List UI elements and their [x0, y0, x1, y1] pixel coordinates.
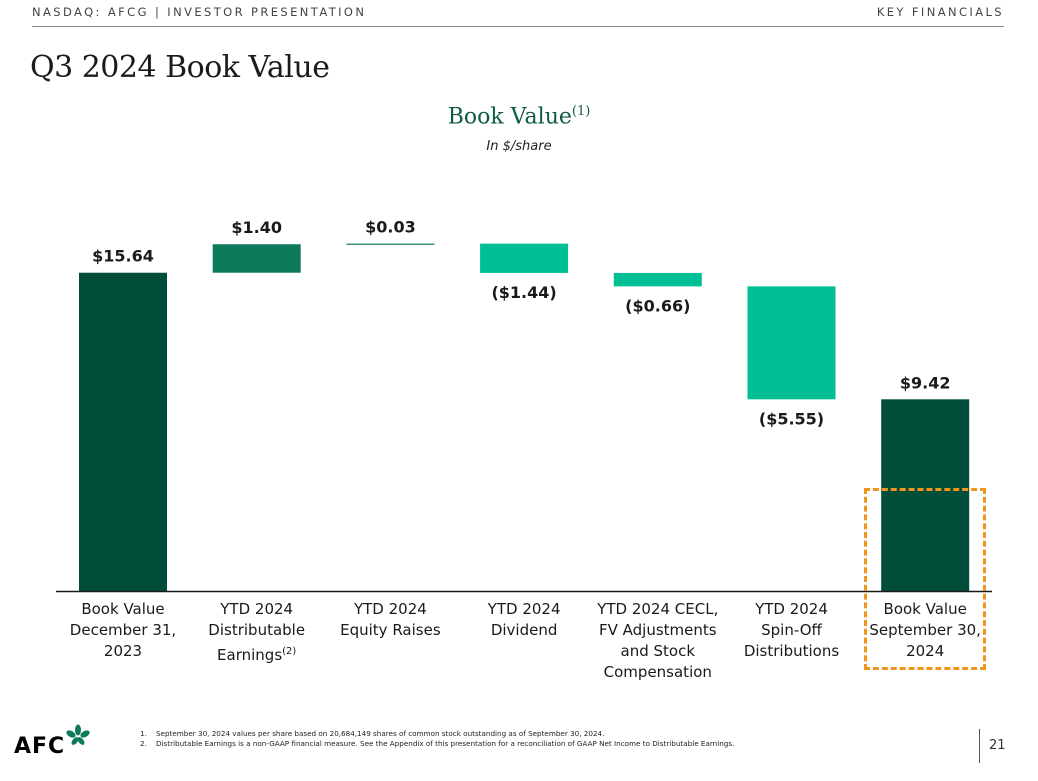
category-label-line: Distributable	[208, 621, 306, 639]
footnotes: 1. September 30, 2024 values per share ba…	[140, 729, 734, 749]
category-label-line: Equity Raises	[340, 621, 441, 639]
category-label-line: Book Value	[81, 600, 165, 618]
footnote-2: 2. Distributable Earnings is a non-GAAP f…	[140, 739, 734, 749]
chart-subtitle: In $/share	[486, 139, 552, 154]
category-label-3: YTD 2024 Dividend	[454, 599, 594, 641]
category-label-line: Distributions	[743, 642, 840, 660]
bar-1	[212, 244, 301, 273]
data-label-3: ($1.44)	[491, 283, 556, 302]
leaf-icon	[66, 724, 90, 745]
category-label-line: YTD 2024	[353, 600, 427, 618]
bar-4	[613, 272, 702, 287]
category-label-line: 2023	[103, 642, 143, 660]
page-title: Q3 2024 Book Value	[30, 50, 330, 85]
footnote-1: 1. September 30, 2024 values per share ba…	[140, 729, 734, 739]
footnote-number: 2.	[140, 739, 147, 748]
category-label-line: FV Adjustments	[599, 621, 717, 639]
footnote-text: September 30, 2024 values per share base…	[156, 729, 605, 738]
category-label-line: and Stock	[620, 642, 696, 660]
data-label-0: $15.64	[92, 247, 154, 266]
chart-title-superscript: (1)	[571, 104, 591, 119]
highlight-box	[864, 488, 986, 670]
data-label-5: ($5.55)	[759, 409, 824, 428]
category-label-0: Book Value December 31, 2023	[53, 599, 193, 662]
category-label-line: Compensation	[603, 663, 712, 681]
header-right: KEY FINANCIALS	[876, 5, 1004, 19]
chart-title-text: Book Value	[447, 104, 572, 130]
category-label-line: Dividend	[490, 621, 558, 639]
data-label-2: $0.03	[365, 218, 416, 237]
data-label-1: $1.40	[231, 218, 282, 237]
category-label-6: Book Value September 30, 2024	[855, 599, 995, 662]
category-label-line: YTD 2024 CECL,	[597, 600, 719, 618]
data-label-6: $9.42	[900, 373, 951, 392]
bar-0	[79, 272, 167, 591]
category-label-line: YTD 2024	[487, 600, 561, 618]
category-label-1: YTD 2024 Distributable Earnings(2)	[187, 599, 327, 666]
footnote-number: 1.	[140, 729, 147, 738]
category-label-5: YTD 2024 Spin-Off Distributions	[722, 599, 862, 662]
header-left: NASDAQ: AFCG | INVESTOR PRESENTATION	[32, 5, 367, 19]
bar-5	[747, 286, 836, 400]
category-label-line: Earnings	[217, 646, 283, 664]
page-number: 21	[989, 738, 1006, 753]
category-label-line: 2024	[906, 642, 945, 660]
footnote-text: Distributable Earnings is a non-GAAP fin…	[156, 739, 735, 748]
afc-logo: AFC	[14, 734, 66, 759]
page-number-divider	[979, 729, 980, 763]
category-label-line: Spin-Off	[761, 621, 822, 639]
data-label-4: ($0.66)	[625, 296, 690, 315]
category-label-2: YTD 2024 Equity Raises	[320, 599, 460, 641]
category-label-line: YTD 2024	[220, 600, 294, 618]
category-label-line: YTD 2024	[755, 600, 828, 618]
category-label-4: YTD 2024 CECL, FV Adjustments and Stock Com…	[588, 599, 728, 683]
bar-3	[480, 243, 569, 273]
bar-2	[346, 243, 435, 245]
category-label-line: September 30,	[869, 621, 981, 639]
chart-title: Book Value(1)	[0, 104, 1038, 129]
category-superscript: (2)	[282, 646, 297, 657]
category-label-line: December 31,	[69, 621, 177, 639]
category-label-line: Book Value	[883, 600, 967, 618]
top-bar: NASDAQ: AFCG | INVESTOR PRESENTATION KEY…	[32, 0, 1004, 27]
bar-6	[881, 399, 970, 591]
